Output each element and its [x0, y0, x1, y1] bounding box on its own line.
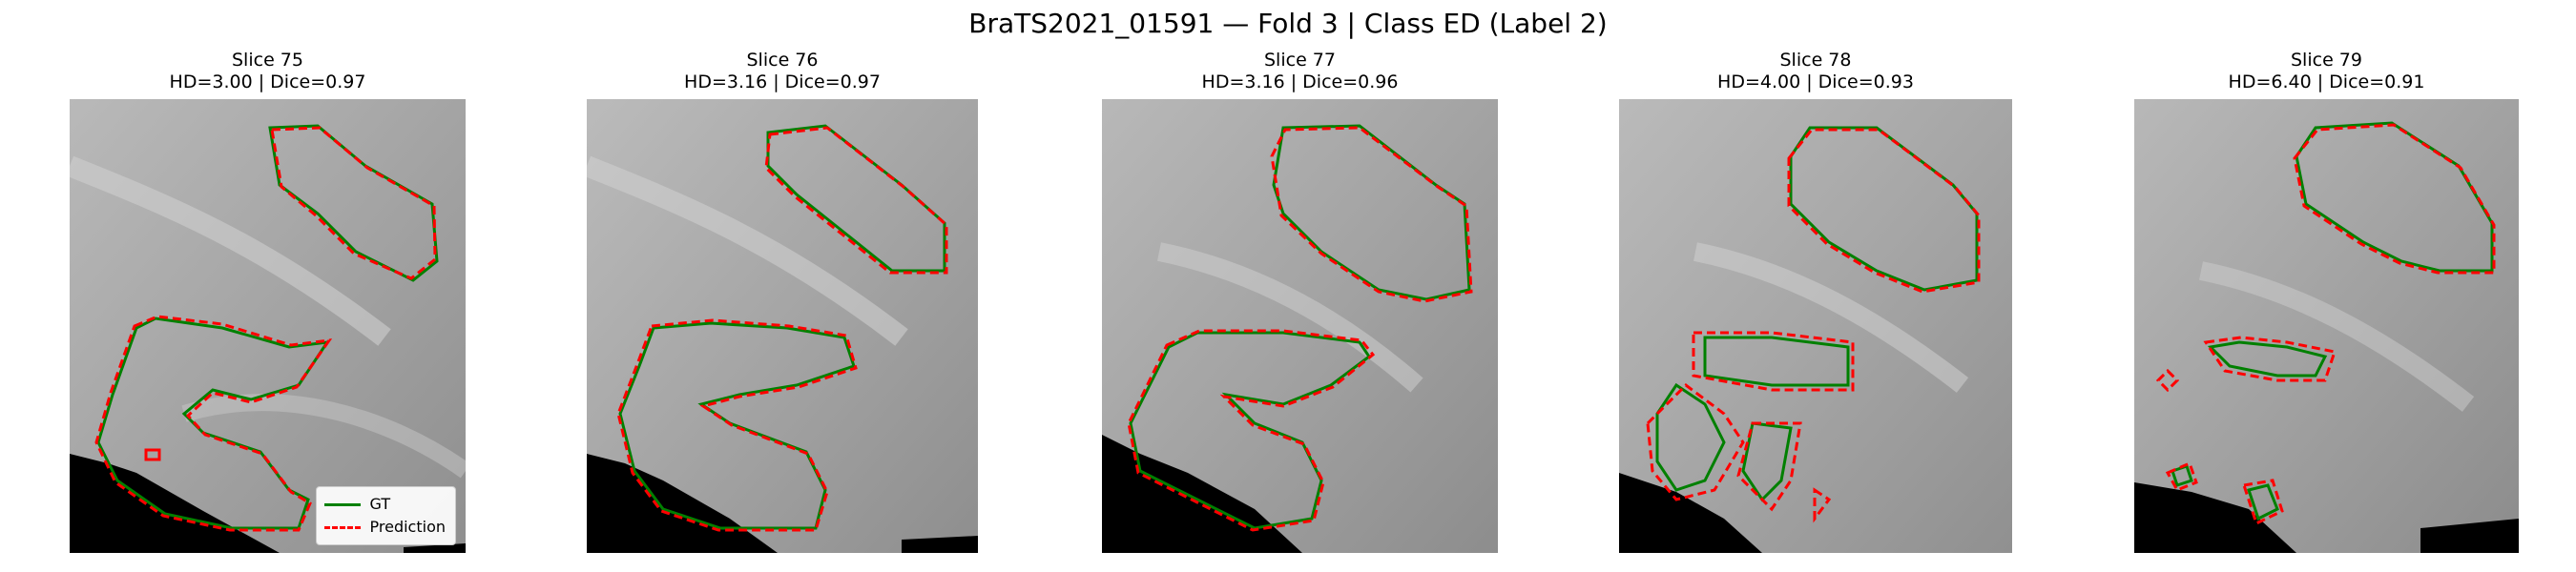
mri-slice-image — [1619, 99, 2012, 553]
prediction-contour — [94, 126, 437, 532]
figure-title: BraTS2021_01591 — Fold 3 | Class ED (Lab… — [968, 8, 1608, 39]
prediction-contour — [616, 126, 948, 532]
legend-prediction-swatch — [323, 525, 361, 529]
panel-slice-78: Slice 78 HD=4.00 | Dice=0.93 — [1619, 50, 2012, 553]
legend-gt-label: GT — [369, 495, 391, 513]
legend-gt-swatch — [323, 502, 361, 506]
panel-metrics: HD=3.16 | Dice=0.96 — [1201, 72, 1399, 92]
gt-contour — [2171, 121, 2494, 521]
legend: GT Prediction — [315, 486, 456, 545]
panel-slice-77: Slice 77 HD=3.16 | Dice=0.96 — [1102, 50, 1498, 553]
legend-item-prediction: Prediction — [323, 516, 446, 539]
prediction-contour — [1127, 126, 1473, 532]
panel-metrics: HD=3.00 | Dice=0.97 — [169, 72, 366, 92]
legend-prediction-label: Prediction — [369, 518, 446, 536]
panel-slice-75: Slice 75 HD=3.00 | Dice=0.97 — [70, 50, 466, 553]
prediction-contour — [1646, 128, 1981, 523]
mri-slice-image: GT Prediction — [70, 99, 466, 553]
panel-metrics: HD=4.00 | Dice=0.93 — [1717, 72, 1914, 92]
mri-slice-image — [587, 99, 978, 553]
prediction-fragment — [144, 448, 161, 461]
panel-title: Slice 79 — [2291, 50, 2362, 71]
panel-title: Slice 76 — [746, 50, 819, 71]
panel-metrics: HD=3.16 | Dice=0.97 — [684, 72, 881, 92]
mri-slice-image — [1102, 99, 1498, 553]
panel-title: Slice 78 — [1779, 50, 1852, 71]
prediction-contour — [2155, 123, 2496, 526]
panel-title: Slice 77 — [1264, 50, 1336, 71]
panel-title: Slice 75 — [232, 50, 303, 71]
mri-slice-image — [2134, 99, 2519, 553]
panel-slice-79: Slice 79 HD=6.40 | Dice=0.91 — [2134, 50, 2519, 553]
panel-metrics: HD=6.40 | Dice=0.91 — [2228, 72, 2425, 92]
gt-contour — [1655, 126, 1979, 502]
legend-item-gt: GT — [323, 493, 446, 516]
panel-slice-76: Slice 76 HD=3.16 | Dice=0.97 — [587, 50, 978, 553]
